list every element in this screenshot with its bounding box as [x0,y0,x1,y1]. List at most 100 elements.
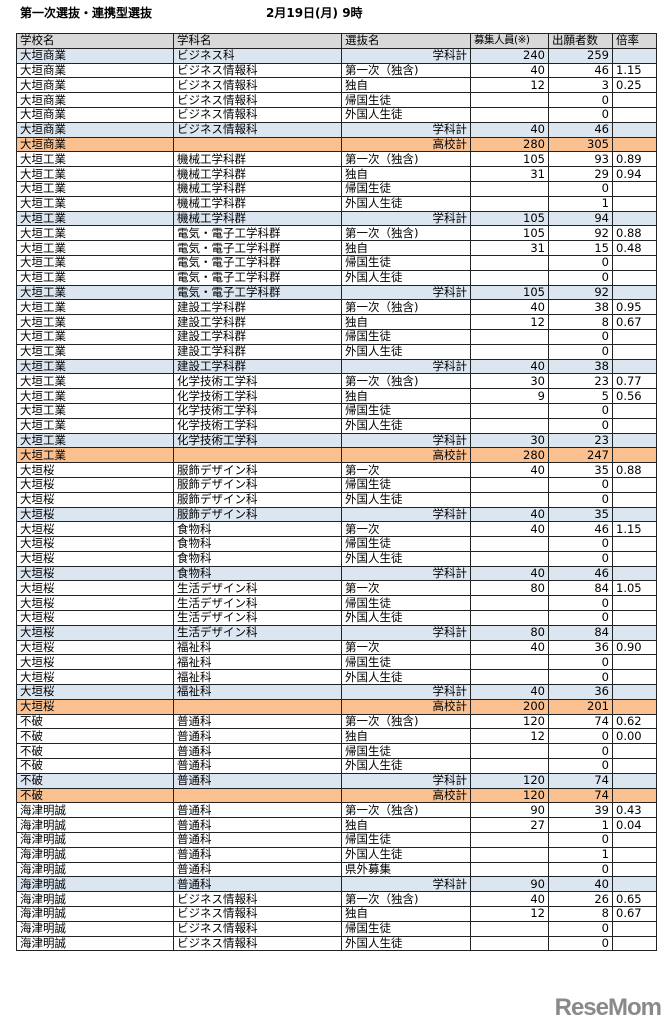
cell-ratio: 0.56 [612,388,657,404]
cell-capacity [470,106,549,123]
cell-selection: 第一次（独含) [341,151,471,168]
cell-capacity: 80 [470,624,549,641]
cell-school: 海津明誠 [16,920,174,937]
cell-selection: 独自 [341,906,471,922]
cell-selection: 帰国生徒 [341,743,471,760]
cell-capacity: 12 [470,314,549,330]
cell-school: 大垣工業 [16,402,174,419]
table-row: 海津明誠 ビジネス情報科 帰国生徒 0 [16,920,657,937]
cell-school: 不破 [16,772,174,789]
table-row: 大垣工業 電気・電子工学科群 帰国生徒 0 [16,254,657,271]
table-row: 大垣桜 福祉科 第一次 40 36 0.90 [16,639,657,656]
cell-capacity: 105 [470,284,549,301]
cell-department: 食物科 [173,521,342,538]
cell-applicants: 305 [548,136,613,153]
cell-ratio [612,669,657,686]
cell-selection: 外国人生徒 [341,846,471,863]
cell-department: 化学技術工学科 [173,373,342,390]
cell-applicants: 0 [548,417,613,434]
cell-department: 服飾デザイン科 [173,491,342,508]
cell-school: 大垣桜 [16,476,174,493]
cell-department [173,447,342,464]
cell-applicants: 247 [548,447,613,464]
cell-ratio: 0.25 [612,77,657,94]
table-row: 大垣桜 生活デザイン科 帰国生徒 0 [16,595,657,612]
cell-school: 大垣工業 [16,180,174,197]
cell-ratio [612,121,657,138]
cell-school: 不破 [16,743,174,760]
cell-applicants: 0 [548,402,613,419]
cell-department: ビジネス情報科 [173,106,342,123]
cell-department: 普通科 [173,713,342,730]
cell-capacity [470,595,549,612]
cell-school: 不破 [16,728,174,745]
cell-capacity: 30 [470,432,549,449]
cell-capacity [470,180,549,197]
cell-applicants: 38 [548,299,613,316]
cell-selection: 独自 [341,728,471,745]
subtotal-row: 不破 普通科 学科計 120 74 [16,772,657,789]
cell-ratio: 0.77 [612,373,657,390]
cell-department: ビジネス情報科 [173,92,342,108]
table-row: 大垣桜 食物科 第一次 40 46 1.15 [16,521,657,538]
cell-department: 普通科 [173,876,342,893]
cell-applicants: 74 [548,787,613,804]
cell-school: 大垣桜 [16,506,174,523]
cell-department: 福祉科 [173,669,342,686]
cell-school: 大垣桜 [16,684,174,700]
cell-department: ビジネス情報科 [173,77,342,94]
cell-ratio: 1.15 [612,62,657,79]
cell-selection: 帰国生徒 [341,402,471,419]
table-row: 海津明誠 普通科 外国人生徒 1 [16,846,657,863]
cell-capacity: 40 [470,299,549,316]
cell-ratio: 0.04 [612,817,657,834]
cell-ratio: 0.65 [612,891,657,908]
cell-department: 生活デザイン科 [173,580,342,597]
cell-department: 化学技術工学科 [173,432,342,449]
cell-department: 普通科 [173,772,342,789]
cell-ratio: 0.88 [612,225,657,242]
cell-capacity: 240 [470,47,549,64]
table-row: 大垣商業 ビジネス情報科 独自 12 3 0.25 [16,77,657,94]
cell-school: 大垣工業 [16,343,174,360]
cell-department: 建設工学科群 [173,328,342,345]
cell-applicants: 94 [548,210,613,227]
cell-selection: 外国人生徒 [341,669,471,686]
table-row: 大垣桜 生活デザイン科 外国人生徒 0 [16,610,657,626]
table-row: 大垣工業 化学技術工学科 帰国生徒 0 [16,402,657,419]
cell-selection: 第一次 [341,521,471,538]
cell-capacity: 90 [470,876,549,893]
cell-selection: 外国人生徒 [341,343,471,360]
cell-selection: 学科計 [341,284,471,301]
cell-department: 建設工学科群 [173,314,342,330]
cell-department: 福祉科 [173,684,342,700]
table-row: 大垣工業 建設工学科群 独自 12 8 0.67 [16,314,657,330]
cell-school: 大垣桜 [16,639,174,656]
cell-capacity [470,536,549,552]
cell-capacity [470,861,549,878]
cell-selection: 第一次（独含) [341,802,471,819]
table-row: 大垣工業 化学技術工学科 独自 9 5 0.56 [16,388,657,404]
cell-department: 福祉科 [173,654,342,671]
cell-department: ビジネス情報科 [173,891,342,908]
cell-school: 大垣桜 [16,521,174,538]
cell-capacity: 40 [470,891,549,908]
cell-applicants: 84 [548,580,613,597]
cell-school: 大垣桜 [16,624,174,641]
cell-school: 大垣工業 [16,284,174,301]
cell-ratio [612,47,657,64]
cell-selection: 第一次 [341,639,471,656]
cell-school: 海津明誠 [16,846,174,863]
cell-school: 大垣商業 [16,77,174,94]
cell-ratio [612,284,657,301]
cell-ratio [612,787,657,804]
cell-department: 福祉科 [173,639,342,656]
cell-department: 電気・電子工学科群 [173,240,342,256]
cell-ratio [612,136,657,153]
cell-selection: 帰国生徒 [341,254,471,271]
cell-ratio [612,536,657,552]
cell-selection: 高校計 [341,787,471,804]
cell-selection: 外国人生徒 [341,610,471,626]
cell-ratio [612,832,657,848]
cell-ratio [612,269,657,286]
